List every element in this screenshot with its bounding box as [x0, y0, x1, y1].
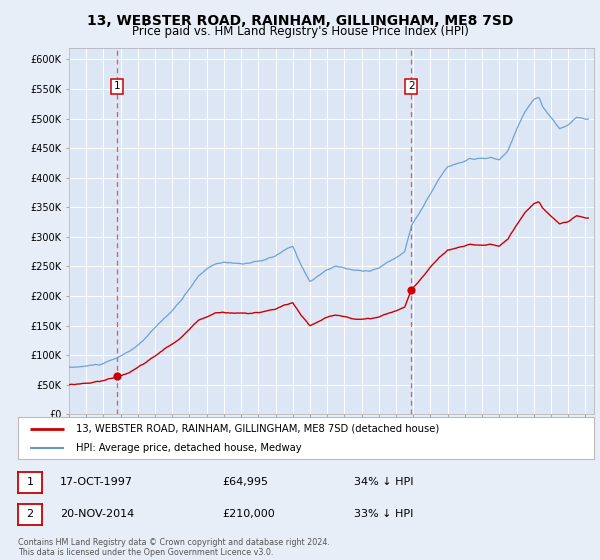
Text: £210,000: £210,000	[222, 510, 275, 520]
Text: 17-OCT-1997: 17-OCT-1997	[60, 477, 133, 487]
Text: HPI: Average price, detached house, Medway: HPI: Average price, detached house, Medw…	[76, 443, 301, 453]
Text: 34% ↓ HPI: 34% ↓ HPI	[354, 477, 413, 487]
Text: 13, WEBSTER ROAD, RAINHAM, GILLINGHAM, ME8 7SD: 13, WEBSTER ROAD, RAINHAM, GILLINGHAM, M…	[87, 14, 513, 28]
Text: 1: 1	[26, 477, 34, 487]
Text: 1: 1	[114, 81, 121, 91]
Text: 33% ↓ HPI: 33% ↓ HPI	[354, 510, 413, 520]
Text: Contains HM Land Registry data © Crown copyright and database right 2024.
This d: Contains HM Land Registry data © Crown c…	[18, 538, 330, 557]
Point	[407, 286, 416, 295]
Text: £64,995: £64,995	[222, 477, 268, 487]
Text: Price paid vs. HM Land Registry's House Price Index (HPI): Price paid vs. HM Land Registry's House …	[131, 25, 469, 38]
Text: 20-NOV-2014: 20-NOV-2014	[60, 510, 134, 520]
Text: 13, WEBSTER ROAD, RAINHAM, GILLINGHAM, ME8 7SD (detached house): 13, WEBSTER ROAD, RAINHAM, GILLINGHAM, M…	[76, 423, 439, 433]
Point	[112, 371, 122, 380]
Text: 2: 2	[408, 81, 415, 91]
Text: 2: 2	[26, 510, 34, 520]
